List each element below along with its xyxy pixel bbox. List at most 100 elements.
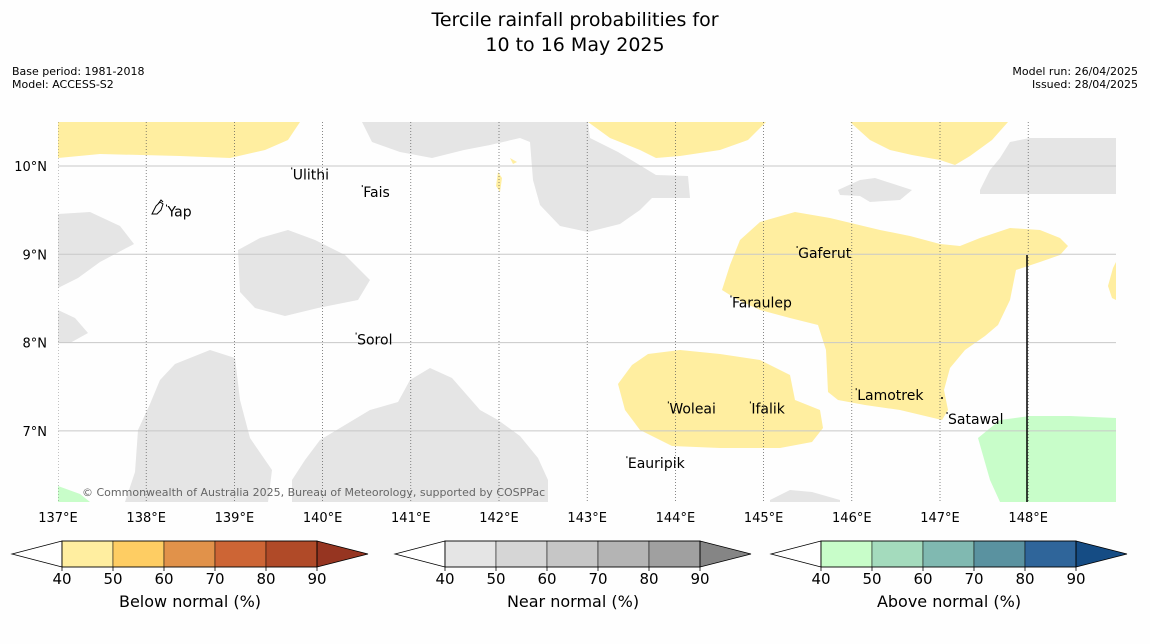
near-normal-region [58, 212, 134, 288]
place-label: Ifalik [751, 401, 785, 417]
near-normal-region [292, 368, 548, 502]
near-normal-region [238, 230, 370, 316]
colorbar-tick-label: 70 [205, 570, 224, 588]
below-normal-region [850, 122, 1008, 165]
latitude-label: 8°N [23, 337, 48, 352]
near-normal-region [838, 178, 912, 202]
place-label: Fais [363, 185, 390, 201]
colorbar-frame [61, 540, 318, 568]
colorbar-tick-label: 90 [307, 570, 326, 588]
colorbar-tick-label: 60 [537, 570, 556, 588]
colorbar-over-triangle [1075, 540, 1128, 568]
colorbar-near-label: Near normal (%) [506, 592, 640, 611]
colorbar-tick-label: 60 [154, 570, 173, 588]
near-normal-region [362, 122, 690, 232]
colorbar-under-triangle [769, 540, 822, 568]
colorbar-segment [546, 540, 599, 568]
longitude-label: 144°E [656, 511, 696, 526]
colorbar-above-normal: 40 50 60 70 80 90 [769, 538, 1129, 628]
colorbar-above-label: Above normal (%) [876, 592, 1022, 611]
colorbar-segment [820, 540, 873, 568]
colorbar-tick-label: 70 [964, 570, 983, 588]
issued-date: Issued: 28/04/2025 [1031, 78, 1138, 91]
meta-left: Base period: 1981-2018 Model: ACCESS-S2 [12, 65, 144, 91]
longitude-label: 147°E [920, 511, 960, 526]
title-line-1: Tercile rainfall probabilities for [431, 9, 719, 31]
longitude-label: 143°E [567, 511, 607, 526]
colorbar-above-svg: 40 50 60 70 80 90 [769, 540, 1128, 588]
above-normal-region [58, 486, 90, 502]
colorbar-under-triangle [10, 540, 63, 568]
longitude-label: 142°E [479, 511, 519, 526]
colorbar-tick-label: 70 [588, 570, 607, 588]
colorbar-tick-label: 90 [1066, 570, 1085, 588]
colorbar-tick-label: 40 [52, 570, 71, 588]
copyright-text: © Commonwealth of Australia 2025, Bureau… [82, 486, 545, 499]
below-normal-region [618, 350, 823, 448]
title-line-2: 10 to 16 May 2025 [485, 34, 665, 56]
colorbar-tick-label: 90 [690, 570, 709, 588]
map-grid [58, 122, 1116, 502]
latitude-labels: 10°N 9°N 8°N 7°N [14, 160, 47, 440]
place-label: Satawal [948, 412, 1003, 428]
base-period: Base period: 1981-2018 [12, 65, 145, 78]
colorbar-segment [265, 540, 318, 568]
map-title: Tercile rainfall probabilities for 10 to… [0, 8, 1150, 58]
below-normal-region [588, 122, 766, 158]
colorbar-segment [495, 540, 548, 568]
colorbar-segment [597, 540, 650, 568]
colorbar-segment [973, 540, 1026, 568]
place-label: Eauripik [628, 456, 686, 472]
place-label: Yap [166, 205, 191, 221]
near-normal-areas [58, 122, 1116, 502]
colorbar-near-normal: 40 50 60 70 80 90 [393, 538, 753, 628]
above-normal-areas [58, 416, 1116, 502]
model-run: Model run: 26/04/2025 [1012, 65, 1138, 78]
colorbar-below-label: Below normal (%) [118, 592, 262, 611]
yap-island [151, 199, 164, 215]
colorbar-below-svg: 40 50 60 70 80 90 [10, 540, 369, 588]
colorbar-segment [163, 540, 216, 568]
latitude-label: 10°N [14, 160, 47, 175]
colorbar-over-triangle [316, 540, 369, 568]
longitude-label: 139°E [215, 511, 255, 526]
colorbar-segment [1024, 540, 1077, 568]
colorbar-tick-label: 60 [913, 570, 932, 588]
near-normal-region [125, 350, 272, 502]
place-labels: Yap Ulithi Fais Sorol Gaferut Faraulep Woleai I… [165, 167, 1004, 472]
colorbar-segment [214, 540, 267, 568]
model-name: Model: ACCESS-S2 [12, 78, 114, 91]
meta-right: Model run: 26/04/2025 Issued: 28/04/2025 [1012, 65, 1138, 91]
colorbar-tick-label: 80 [639, 570, 658, 588]
colorbar-tick-label: 80 [256, 570, 275, 588]
colorbar-frame [444, 540, 701, 568]
colorbar-under-triangle [393, 540, 446, 568]
colorbar-segment [648, 540, 701, 568]
below-normal-region [1108, 262, 1116, 300]
longitude-label: 140°E [303, 511, 343, 526]
near-normal-region [770, 490, 840, 502]
place-label: Ulithi [293, 167, 329, 183]
below-normal-region [722, 212, 1068, 420]
below-normal-region [58, 122, 300, 158]
longitude-label: 145°E [744, 511, 784, 526]
colorbar-segment [922, 540, 975, 568]
above-normal-region [978, 416, 1116, 502]
colorbar-below-normal: 40 50 60 70 80 90 [10, 538, 370, 628]
map-area: Yap Ulithi Fais Sorol Gaferut Faraulep Woleai I… [58, 122, 1116, 502]
colorbar-tick-label: 80 [1015, 570, 1034, 588]
longitude-labels: 137°E 138°E 139°E 140°E 141°E 142°E 143°E 144°E… [38, 511, 1048, 526]
colorbar-tick-label: 50 [486, 570, 505, 588]
colorbar-segment [112, 540, 165, 568]
latitude-label: 9°N [23, 248, 48, 263]
colorbar-frame [820, 540, 1077, 568]
colorbar-near-svg: 40 50 60 70 80 90 [393, 540, 752, 588]
colorbar-segment [61, 540, 114, 568]
colorbar-tick-label: 50 [103, 570, 122, 588]
colorbar-over-triangle [699, 540, 752, 568]
below-normal-areas [58, 122, 1116, 448]
place-label: Faraulep [732, 295, 792, 311]
place-label: Gaferut [798, 246, 852, 262]
colorbar-tick-label: 40 [811, 570, 830, 588]
